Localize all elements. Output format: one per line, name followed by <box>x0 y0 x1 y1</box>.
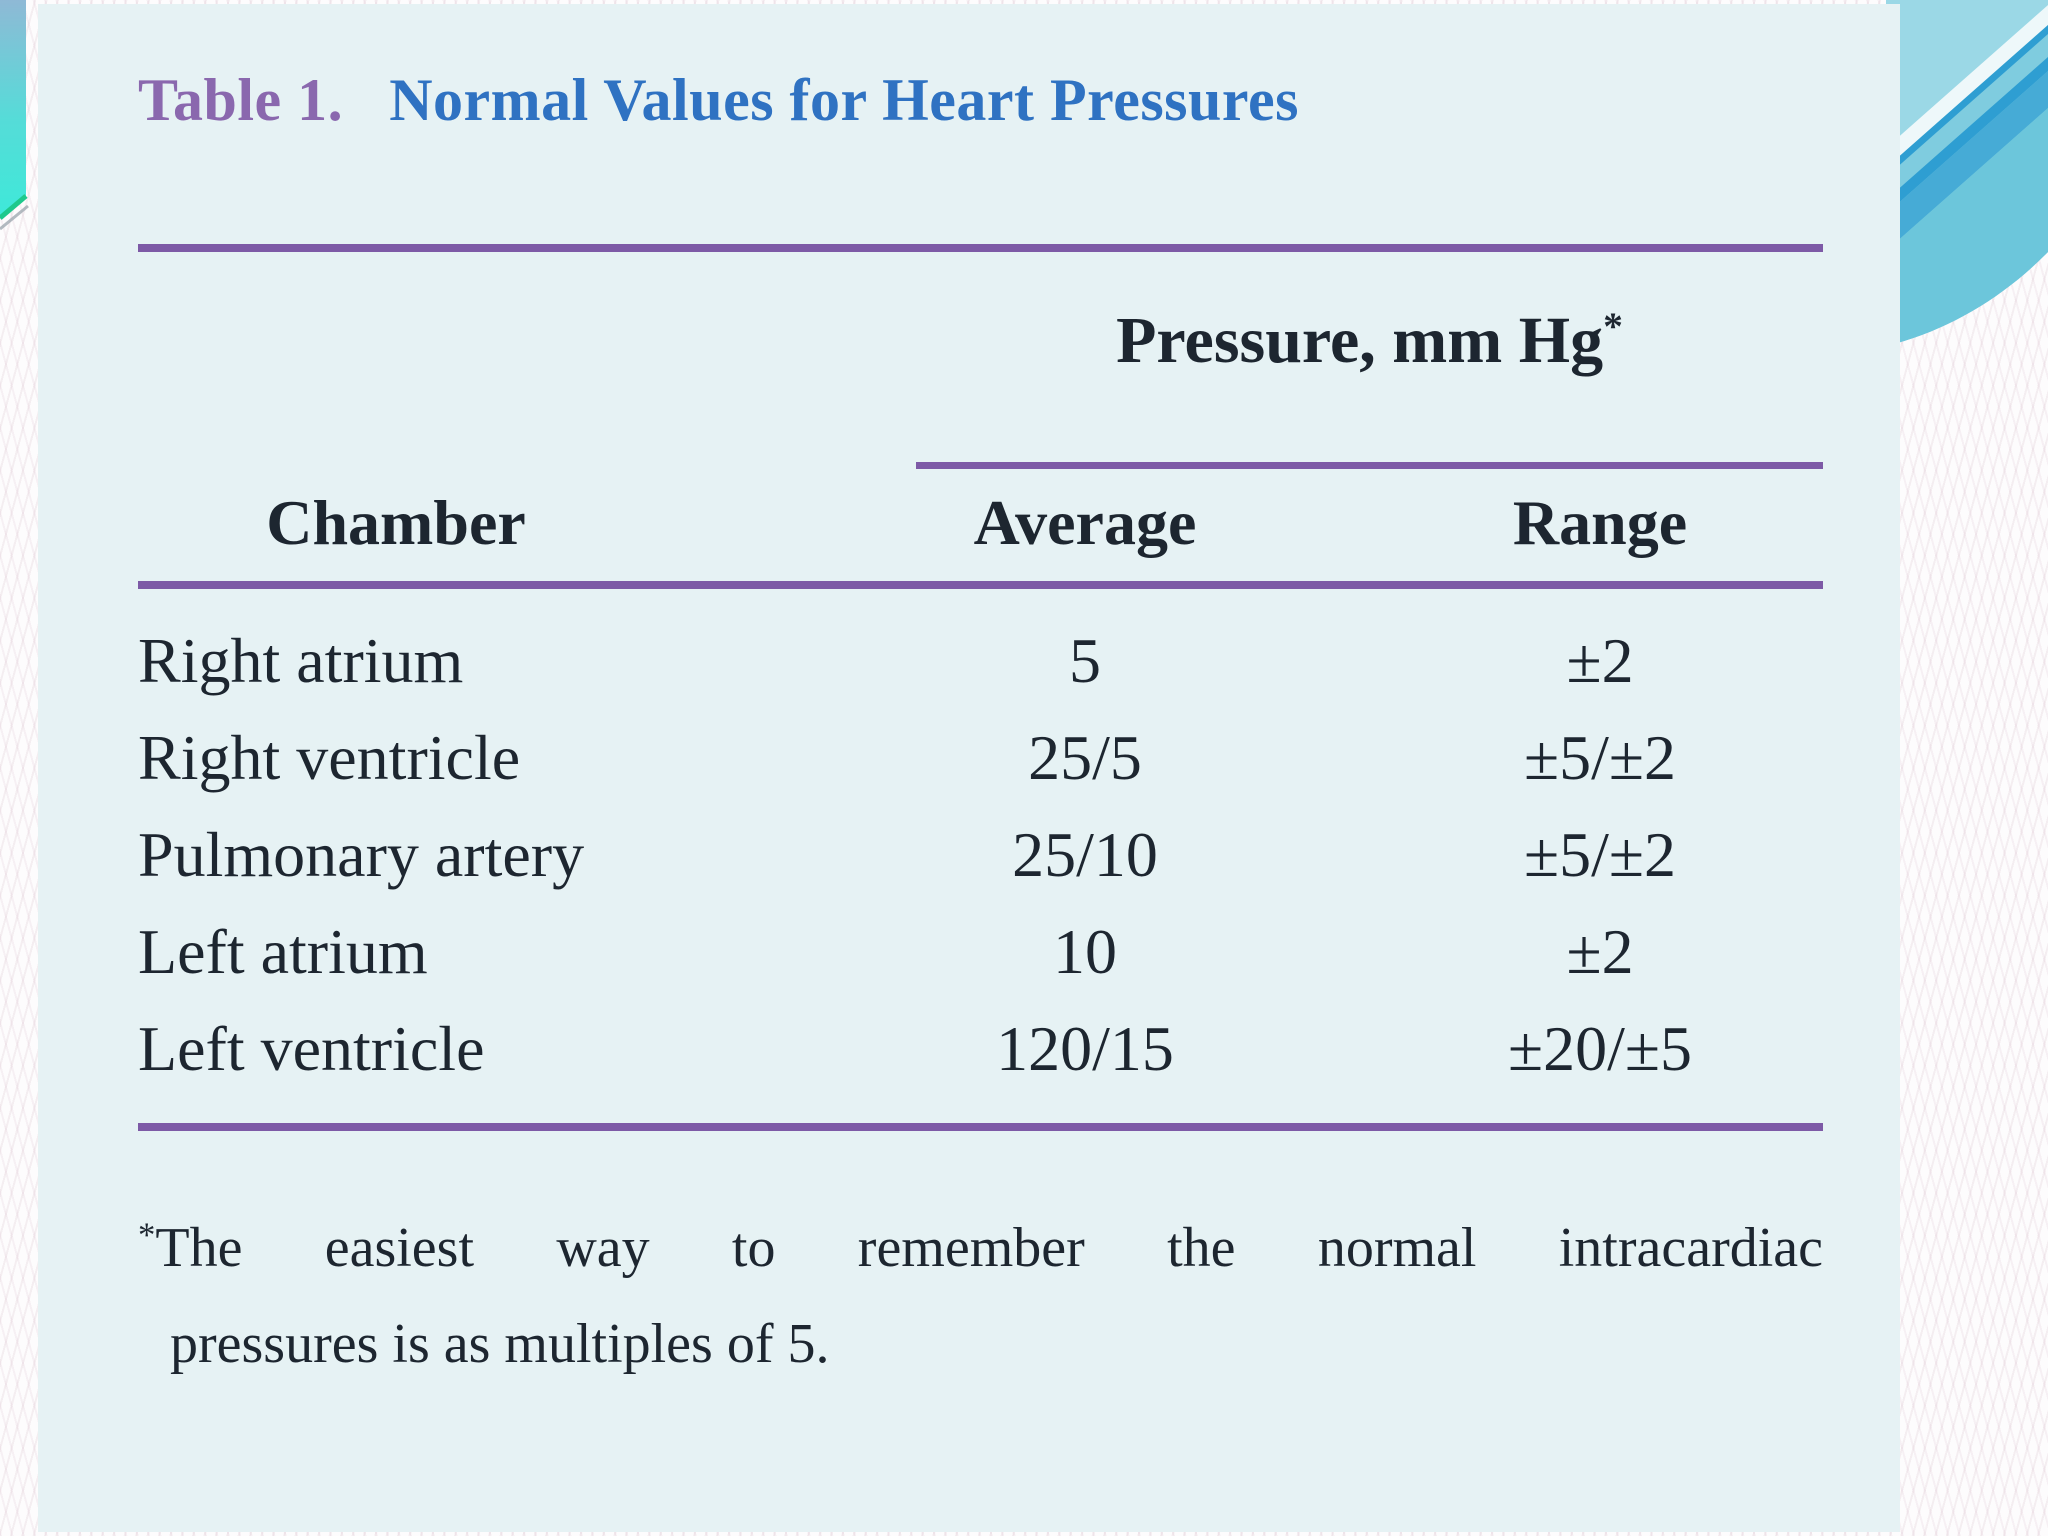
chamber-cell: Right ventricle <box>138 722 521 793</box>
footnote-line-2: pressures is as multiples of 5. <box>170 1313 830 1375</box>
bottom-rule <box>138 1123 1823 1131</box>
table-row: Right ventricle 25/5 ±5/±2 <box>38 709 1900 806</box>
range-cell: ±2 <box>1566 916 1634 987</box>
column-header-chamber: Chamber <box>266 487 526 558</box>
swoosh-blue-stripe-2 <box>1886 57 2048 214</box>
footnote-marker-superscript: * <box>1603 304 1623 348</box>
header-rule <box>138 581 1823 589</box>
corner-swoosh-icon <box>1886 0 2048 346</box>
table-row: Left atrium 10 ±2 <box>38 903 1900 1000</box>
chamber-cell: Left ventricle <box>138 1013 485 1084</box>
average-cell: 25/5 <box>1028 722 1142 793</box>
swoosh-top-area <box>1886 0 2048 148</box>
table-row: Right atrium 5 ±2 <box>38 612 1900 709</box>
footnote-line-1-text: The easiest way to remember the normal i… <box>155 1217 1823 1279</box>
range-cell: ±20/±5 <box>1507 1013 1693 1084</box>
average-cell: 5 <box>1069 625 1101 696</box>
ribbon-shape <box>0 0 26 218</box>
ribbon-gray-edge <box>0 204 29 231</box>
table-body: Right atrium 5 ±2 Right ventricle 25/5 ±5/±2 P… <box>38 612 1900 1097</box>
top-rule <box>138 244 1823 252</box>
ribbon-green-edge <box>0 194 28 220</box>
column-header-average: Average <box>973 487 1197 558</box>
left-ribbon-decoration <box>0 0 29 231</box>
table-footnote: *The easiest way to remember the normal … <box>138 1200 1823 1392</box>
average-cell: 10 <box>1053 916 1117 987</box>
average-cell: 120/15 <box>996 1013 1174 1084</box>
footnote-line-1: *The easiest way to remember the normal … <box>138 1200 1823 1296</box>
table-title: Table 1. Normal Values for Heart Pressure… <box>138 66 1299 134</box>
swoosh-white-stripe <box>1886 5 2048 168</box>
pressure-group-header: Pressure, mm Hg* <box>916 304 1823 378</box>
range-cell: ±2 <box>1566 625 1634 696</box>
table-row: Pulmonary artery 25/10 ±5/±2 <box>38 806 1900 903</box>
chamber-cell: Pulmonary artery <box>138 819 585 890</box>
table-panel: Table 1. Normal Values for Heart Pressure… <box>38 4 1900 1532</box>
footnote-marker: * <box>138 1215 156 1255</box>
chamber-cell: Right atrium <box>138 625 464 696</box>
pressure-group-header-text: Pressure, mm Hg <box>1116 304 1604 377</box>
column-header-row: Chamber Average Range <box>38 482 1900 564</box>
pressure-subheader-rule <box>916 462 1823 469</box>
range-cell: ±5/±2 <box>1523 722 1677 793</box>
chamber-cell: Left atrium <box>138 916 428 987</box>
table-row: Left ventricle 120/15 ±20/±5 <box>38 1000 1900 1097</box>
swoosh-blue-stripe-1 <box>1886 25 2048 177</box>
table-title-text: Normal Values for Heart Pressures <box>389 67 1299 133</box>
column-header-range: Range <box>1512 487 1688 558</box>
table-title-label: Table 1. <box>138 67 344 133</box>
average-cell: 25/10 <box>1012 819 1158 890</box>
range-cell: ±5/±2 <box>1523 819 1677 890</box>
swoosh-lower-band <box>1886 108 2048 346</box>
swoosh-mid-band <box>1886 71 2048 251</box>
